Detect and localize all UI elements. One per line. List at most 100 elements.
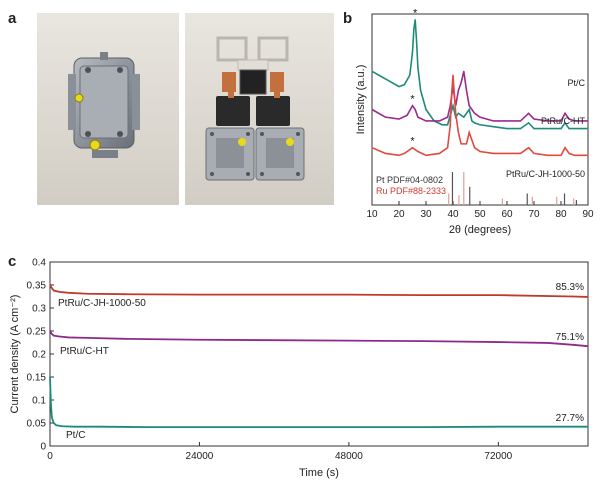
peak-marker: * — [413, 8, 418, 20]
data-point — [74, 426, 76, 428]
data-point — [384, 116, 387, 118]
data-point — [506, 120, 508, 122]
series-line — [371, 19, 588, 130]
data-point — [468, 131, 470, 134]
data-point — [546, 154, 549, 156]
data-point — [441, 124, 443, 126]
data-point — [50, 286, 52, 288]
data-point — [471, 108, 473, 111]
data-point — [587, 345, 589, 347]
data-point — [425, 154, 427, 156]
data-point — [460, 82, 462, 84]
data-point — [492, 126, 495, 128]
y-tick-label: 0.1 — [32, 396, 46, 407]
data-point — [497, 294, 499, 296]
data-point — [474, 147, 476, 149]
data-point — [573, 154, 576, 156]
data-point — [546, 128, 549, 130]
y-tick-label: 0.3 — [32, 304, 46, 315]
data-point — [411, 105, 414, 107]
data-point — [452, 74, 454, 76]
y-tick-label: 0.4 — [32, 258, 46, 269]
data-point — [68, 292, 70, 294]
data-point — [497, 426, 499, 428]
series-line — [49, 376, 588, 429]
data-point — [371, 108, 373, 111]
series-label: Pt/C — [567, 78, 585, 88]
y-tick-label: 0.35 — [27, 281, 47, 292]
data-point — [492, 152, 495, 155]
data-point — [398, 154, 400, 156]
data-point — [384, 152, 387, 155]
series-ptru-c-ht — [49, 329, 589, 348]
data-point — [425, 120, 427, 122]
data-point — [50, 332, 52, 334]
data-point — [519, 128, 522, 130]
data-point — [438, 152, 441, 155]
data-point — [479, 150, 481, 153]
data-point — [457, 89, 459, 91]
data-point — [587, 154, 589, 156]
data-point — [425, 108, 427, 111]
data-point — [465, 143, 468, 145]
data-point — [420, 89, 422, 91]
data-point — [58, 291, 60, 293]
data-point — [568, 152, 570, 155]
data-point — [348, 294, 350, 296]
data-point — [479, 116, 481, 118]
data-point — [49, 376, 51, 378]
data-point — [53, 422, 55, 424]
x-tick-label: 60 — [501, 209, 513, 220]
data-point — [564, 112, 566, 114]
x-tick-label: 90 — [582, 209, 594, 220]
data-point — [53, 335, 55, 337]
data-point — [587, 426, 589, 428]
reference-label: Pt PDF#04-0802 — [376, 175, 443, 185]
data-point — [471, 120, 473, 122]
data-point — [457, 131, 459, 134]
data-point — [423, 426, 425, 428]
retention-label: 85.3% — [556, 282, 584, 293]
data-point — [582, 154, 584, 156]
data-point — [198, 426, 201, 428]
series-label: PtRu/C-JH-1000-50 — [506, 169, 585, 179]
series-ptru-c-jh-1000-50 — [49, 283, 589, 298]
data-point — [455, 112, 457, 114]
series-line — [49, 283, 589, 298]
data-point — [371, 147, 373, 149]
reference-pt-pdf-04-0802 — [451, 172, 577, 205]
data-point — [474, 122, 476, 124]
series-label: Pt/C — [66, 430, 85, 441]
data-point — [403, 152, 405, 155]
data-point — [546, 120, 549, 122]
data-point — [406, 114, 408, 116]
x-tick-label: 50 — [474, 209, 486, 220]
panel-label-b: b — [343, 10, 353, 27]
data-point — [371, 70, 373, 72]
x-tick-label: 40 — [447, 209, 459, 220]
x-tick-label: 24000 — [186, 451, 214, 462]
retention-label: 75.1% — [556, 332, 584, 343]
series-label: PtRu/C-HT — [541, 116, 586, 126]
x-axis-label: 2θ (degrees) — [449, 224, 511, 236]
data-point — [468, 105, 470, 107]
data-point — [528, 112, 530, 114]
data-point — [519, 120, 522, 122]
series-ptru-c-jh-1000-50 — [371, 74, 589, 157]
series-label: PtRu/C-HT — [60, 346, 109, 357]
data-point — [273, 339, 275, 341]
series-pt-c — [49, 376, 589, 429]
data-point — [568, 128, 570, 130]
data-point — [86, 337, 88, 339]
data-point — [474, 112, 476, 114]
data-point — [417, 150, 419, 153]
data-point — [51, 416, 53, 419]
data-point — [411, 147, 414, 149]
data-point — [468, 108, 470, 111]
y-tick-label: 0.15 — [27, 373, 47, 384]
data-point — [465, 89, 468, 91]
x-tick-label: 72000 — [484, 451, 512, 462]
panel-label-a: a — [8, 10, 17, 27]
